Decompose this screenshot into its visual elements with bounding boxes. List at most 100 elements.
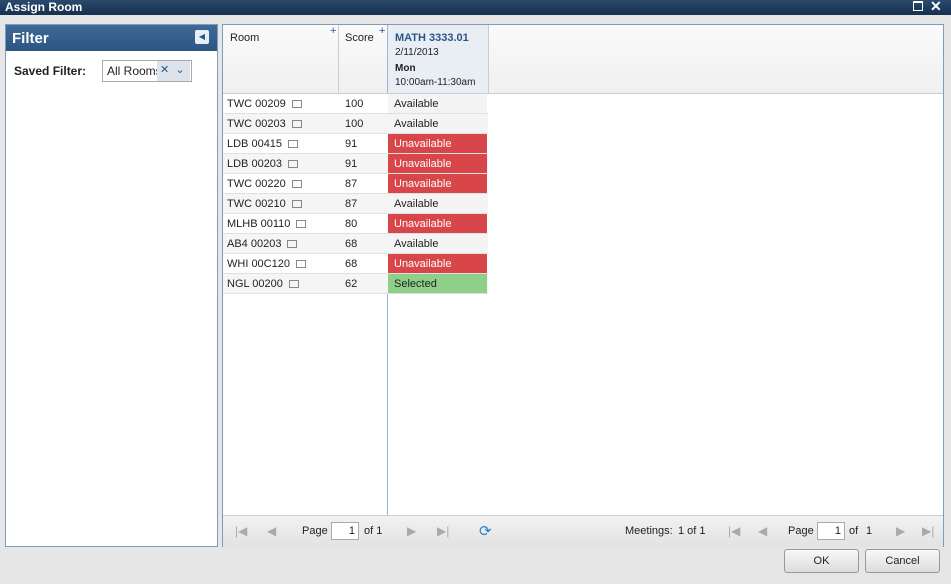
grid-header: Room + Score + MATH 3333.01 2/11/2013 Mo… xyxy=(223,25,943,94)
row-border xyxy=(223,253,488,254)
ok-button[interactable]: OK xyxy=(784,549,859,573)
room-cell: LDB 00203 xyxy=(227,154,299,174)
room-name: MLHB 00110 xyxy=(227,218,291,230)
row-border xyxy=(223,173,488,174)
saved-filter-value: All Rooms xyxy=(107,64,162,78)
filter-panel: Filter ◀ Saved Filter: All Rooms ✕ ⌄ xyxy=(5,24,218,547)
room-cell: TWC 00220 xyxy=(227,174,302,194)
room-cell: LDB 00415 xyxy=(227,134,299,154)
saved-filter-label: Saved Filter: xyxy=(14,64,87,78)
date: 2/11/2013 xyxy=(395,47,439,58)
grid-row[interactable]: TWC 00220 87 Unavailable xyxy=(223,174,488,194)
detail-icon[interactable] xyxy=(291,120,302,129)
grid-row[interactable]: LDB 00203 91 Unavailable xyxy=(223,154,488,174)
detail-icon[interactable] xyxy=(287,240,298,249)
room-cell: AB4 00203 xyxy=(227,234,298,254)
detail-icon[interactable] xyxy=(288,160,299,169)
detail-icon[interactable] xyxy=(296,220,307,229)
next-page[interactable]: ▶ xyxy=(407,524,417,538)
score-cell: 80 xyxy=(345,218,358,230)
grid-row[interactable]: AB4 00203 68 Available xyxy=(223,234,488,254)
add-icon[interactable]: + xyxy=(379,25,386,37)
status-cell[interactable]: Selected xyxy=(388,274,487,294)
score-cell: 62 xyxy=(345,278,358,290)
status-cell[interactable]: Unavailable xyxy=(388,154,487,174)
status-cell[interactable]: Unavailable xyxy=(388,174,487,194)
status-cell[interactable]: Available xyxy=(388,194,487,214)
filter-title: Filter xyxy=(12,30,49,47)
page-of: of xyxy=(849,525,859,537)
maximize-button[interactable] xyxy=(913,1,923,11)
meetings-label: Meetings: xyxy=(625,525,673,537)
column-header[interactable]: Room xyxy=(230,32,260,44)
cancel-button[interactable]: Cancel xyxy=(865,549,940,573)
divider xyxy=(338,25,339,93)
detail-icon[interactable] xyxy=(288,280,299,289)
time: 10:00am-11:30am xyxy=(395,77,476,88)
grid-row[interactable]: TWC 00209 100 Available xyxy=(223,94,488,114)
room-name: LDB 00203 xyxy=(227,158,283,170)
grid-row[interactable]: TWC 00210 87 Available xyxy=(223,194,488,214)
close-button[interactable]: ✕ xyxy=(930,0,942,14)
add-icon[interactable]: + xyxy=(330,25,337,37)
window-title: Assign Room xyxy=(5,0,83,14)
status-cell[interactable]: Unavailable xyxy=(388,214,487,234)
score-cell: 100 xyxy=(345,98,364,110)
meetings-value: 1 of 1 xyxy=(678,525,706,537)
room-cell: MLHB 00110 xyxy=(227,214,307,234)
detail-icon[interactable] xyxy=(291,100,302,109)
detail-icon[interactable] xyxy=(291,180,302,189)
page-total: of 1 xyxy=(364,525,383,537)
row-border xyxy=(223,213,488,214)
grid-row[interactable]: MLHB 00110 80 Unavailable xyxy=(223,214,488,234)
last-page[interactable]: ▶| xyxy=(437,524,450,538)
row-border xyxy=(223,113,488,114)
grid-row[interactable]: LDB 00415 91 Unavailable xyxy=(223,134,488,154)
filter-header: Filter ◀ xyxy=(6,25,217,51)
refresh-button[interactable]: ⟳ xyxy=(479,523,492,540)
status-cell[interactable]: Available xyxy=(388,234,487,254)
score-cell: 91 xyxy=(345,158,358,170)
grid-row[interactable]: WHI 00C120 68 Unavailable xyxy=(223,254,488,274)
saved-filter-select[interactable]: All Rooms ✕ ⌄ xyxy=(102,60,192,82)
clear-button[interactable]: ✕ ⌄ xyxy=(157,61,190,81)
day: Mon xyxy=(395,63,416,74)
meeting-header[interactable]: MATH 3333.01 2/11/2013 Mon 10:00am-11:30… xyxy=(387,25,489,93)
status-cell[interactable]: Unavailable xyxy=(388,254,487,274)
status-cell[interactable]: Available xyxy=(388,114,487,134)
detail-icon[interactable] xyxy=(295,260,306,269)
score-cell: 68 xyxy=(345,238,358,250)
score-cell: 87 xyxy=(345,198,358,210)
page-label: Page xyxy=(302,525,328,537)
room-name: WHI 00C120 xyxy=(227,258,290,270)
last-page[interactable]: ▶| xyxy=(922,524,935,538)
page-input[interactable]: 1 xyxy=(331,522,359,540)
grid-row[interactable]: TWC 00203 100 Available xyxy=(223,114,488,134)
first-page[interactable]: |◀ xyxy=(728,524,741,538)
room-cell: TWC 00209 xyxy=(227,94,302,114)
next-page[interactable]: ▶ xyxy=(896,524,906,538)
collapse-button[interactable]: ◀ xyxy=(195,30,209,44)
room-cell: NGL 00200 xyxy=(227,274,299,294)
column-header[interactable]: Score xyxy=(345,32,374,44)
room-name: LDB 00415 xyxy=(227,138,283,150)
detail-icon[interactable] xyxy=(288,140,299,149)
title-bar: Assign Room ✕ xyxy=(0,0,951,15)
row-border xyxy=(223,133,488,134)
row-border xyxy=(223,193,488,194)
detail-icon[interactable] xyxy=(291,200,302,209)
page-total: 1 xyxy=(866,525,873,537)
first-page[interactable]: |◀ xyxy=(235,524,248,538)
room-name: AB4 00203 xyxy=(227,238,282,250)
prev-page[interactable]: ◀ xyxy=(758,524,768,538)
status-cell[interactable]: Unavailable xyxy=(388,134,487,154)
status-cell[interactable]: Available xyxy=(388,94,487,114)
room-name: NGL 00200 xyxy=(227,278,283,290)
page-input[interactable]: 1 xyxy=(817,522,845,540)
pager-bar: |◀ ◀ Page 1 of 1 ▶ ▶| ⟳ Meetings: 1 of 1… xyxy=(223,515,943,547)
score-cell: 68 xyxy=(345,258,358,270)
prev-page[interactable]: ◀ xyxy=(267,524,277,538)
grid-row[interactable]: NGL 00200 62 Selected xyxy=(223,274,488,294)
row-border xyxy=(223,233,488,234)
